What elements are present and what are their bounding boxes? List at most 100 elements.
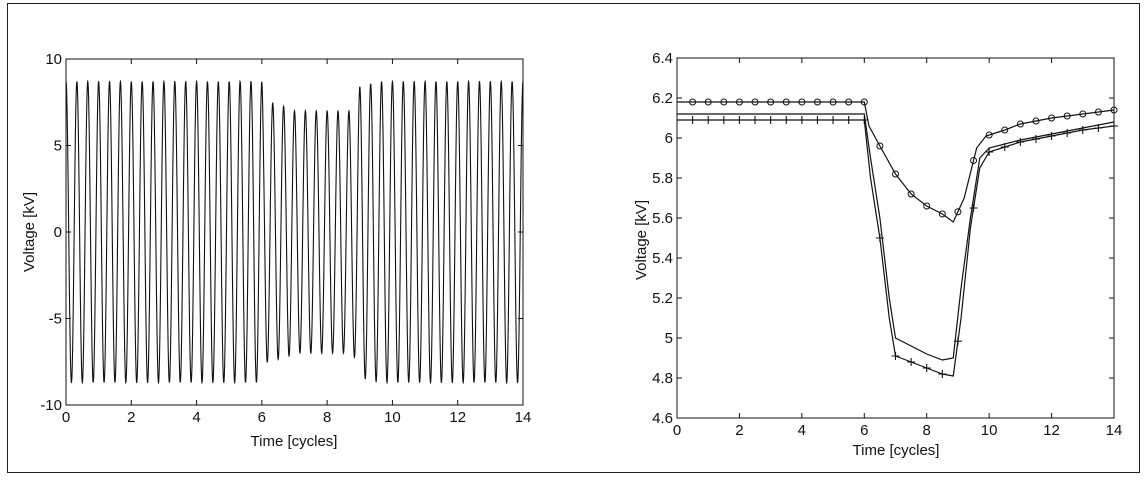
plus-marker — [766, 116, 775, 124]
x-tick-label: 10 — [384, 409, 401, 426]
x-tick-label: 14 — [1106, 422, 1123, 439]
circle-marker — [735, 98, 743, 106]
rms-series-2-line — [677, 113, 1115, 361]
circle-marker — [938, 210, 946, 218]
circle-marker — [689, 98, 697, 106]
x-tick-label: 6 — [258, 409, 266, 426]
y-tick-label: 5.4 — [652, 250, 673, 267]
circle-marker — [704, 98, 712, 106]
x-tick-label: 8 — [923, 422, 931, 439]
x-tick-label: 2 — [127, 409, 135, 426]
circle-marker — [923, 202, 931, 210]
plus-marker — [704, 116, 713, 124]
plus-marker — [813, 116, 822, 124]
plus-marker — [1094, 124, 1103, 132]
plus-marker — [1031, 135, 1040, 143]
x-tick-label: 2 — [735, 422, 743, 439]
plus-marker — [985, 148, 994, 156]
plus-marker — [797, 116, 806, 124]
plus-marker — [907, 358, 916, 366]
plus-marker — [829, 116, 838, 124]
y-tick-label: -10 — [40, 397, 62, 414]
circle-marker — [876, 142, 884, 150]
plus-marker — [1078, 126, 1087, 134]
x-tick-label: 4 — [798, 422, 806, 439]
chart-1-series — [65, 79, 524, 385]
plus-marker — [1016, 138, 1025, 146]
x-tick-label: 0 — [62, 409, 70, 426]
chart-2-plot-area — [676, 57, 1115, 419]
chart-2: 0 2 4 6 8 10 12 14 4.6 4.8 5 5.2 5.4 5.6 5.8 6 6.2 6.4 Ti… — [633, 50, 1122, 459]
x-tick-label: 8 — [323, 409, 331, 426]
chart-2-ylabel: Voltage [kV] — [633, 200, 650, 280]
circle-marker — [970, 157, 978, 164]
chart-2-xlabel: Time [cycles] — [853, 442, 940, 459]
y-tick-label: 0 — [54, 224, 62, 241]
y-tick-label: 5.8 — [652, 170, 673, 187]
y-tick-label: -5 — [49, 311, 62, 328]
y-tick-label: 6.4 — [652, 50, 673, 67]
circle-marker — [1094, 108, 1102, 116]
circle-marker — [767, 98, 775, 106]
circle-marker — [1063, 112, 1071, 120]
chart-1-xlabel: Time [cycles] — [251, 433, 338, 450]
x-tick-label: 6 — [860, 422, 868, 439]
circle-marker — [1048, 114, 1056, 122]
rms-series-1-line — [677, 101, 1115, 223]
plus-marker — [751, 116, 760, 124]
circle-marker — [985, 131, 993, 139]
y-tick-label: 10 — [45, 51, 62, 68]
rms-series-3-line — [677, 119, 1115, 377]
plus-marker — [922, 364, 931, 372]
plus-marker — [953, 337, 962, 346]
x-tick-label: 0 — [673, 422, 681, 439]
plus-marker — [1047, 132, 1056, 140]
y-tick-label: 4.6 — [652, 410, 673, 427]
plus-marker — [688, 116, 697, 124]
plus-marker — [860, 116, 869, 124]
circle-marker — [720, 98, 728, 106]
plus-marker — [735, 116, 744, 124]
circle-marker — [1016, 120, 1024, 128]
chart-1-ticks: 0 2 4 6 8 10 12 14 -10 -5 0 5 10 — [40, 51, 531, 426]
y-tick-label: 5.6 — [652, 210, 673, 227]
y-tick-label: 5 — [54, 138, 62, 155]
x-tick-label: 10 — [981, 422, 998, 439]
plus-marker — [719, 116, 728, 124]
plus-marker — [782, 116, 791, 124]
plus-marker — [891, 352, 900, 360]
x-tick-label: 12 — [1043, 422, 1060, 439]
x-tick-label: 12 — [449, 409, 466, 426]
circle-marker — [1001, 126, 1009, 134]
plus-marker — [1000, 143, 1009, 151]
circle-marker — [954, 208, 962, 216]
plus-marker — [844, 116, 853, 124]
y-tick-label: 5.2 — [652, 290, 673, 307]
x-tick-label: 4 — [192, 409, 200, 426]
y-tick-label: 6.2 — [652, 90, 673, 107]
plus-marker — [875, 234, 884, 242]
circle-marker — [782, 98, 790, 106]
chart-1-ylabel: Voltage [kV] — [21, 192, 38, 272]
circle-marker — [845, 98, 853, 106]
plus-marker — [938, 370, 947, 378]
chart-2-series — [677, 98, 1118, 378]
circle-marker — [860, 98, 868, 106]
circle-marker — [751, 98, 759, 106]
plus-marker — [1063, 129, 1072, 137]
chart-2-ticks: 0 2 4 6 8 10 12 14 4.6 4.8 5 5.2 5.4 5.6 5.8 6 6.2 6.4 — [652, 50, 1122, 439]
circle-marker — [892, 170, 899, 178]
y-tick-label: 6 — [665, 130, 673, 147]
voltage-waveform-line — [65, 79, 524, 385]
circle-marker — [907, 190, 915, 198]
figure-frame — [7, 3, 1140, 473]
plus-marker — [969, 204, 978, 212]
circle-marker — [829, 98, 837, 106]
circle-marker — [798, 98, 806, 106]
y-tick-label: 4.8 — [652, 370, 673, 387]
y-tick-label: 5 — [665, 330, 673, 347]
chart-1: 0 2 4 6 8 10 12 14 -10 -5 0 5 10 Time [cycles] Volta… — [21, 51, 531, 450]
x-tick-label: 14 — [515, 409, 532, 426]
circle-marker — [1079, 110, 1087, 118]
